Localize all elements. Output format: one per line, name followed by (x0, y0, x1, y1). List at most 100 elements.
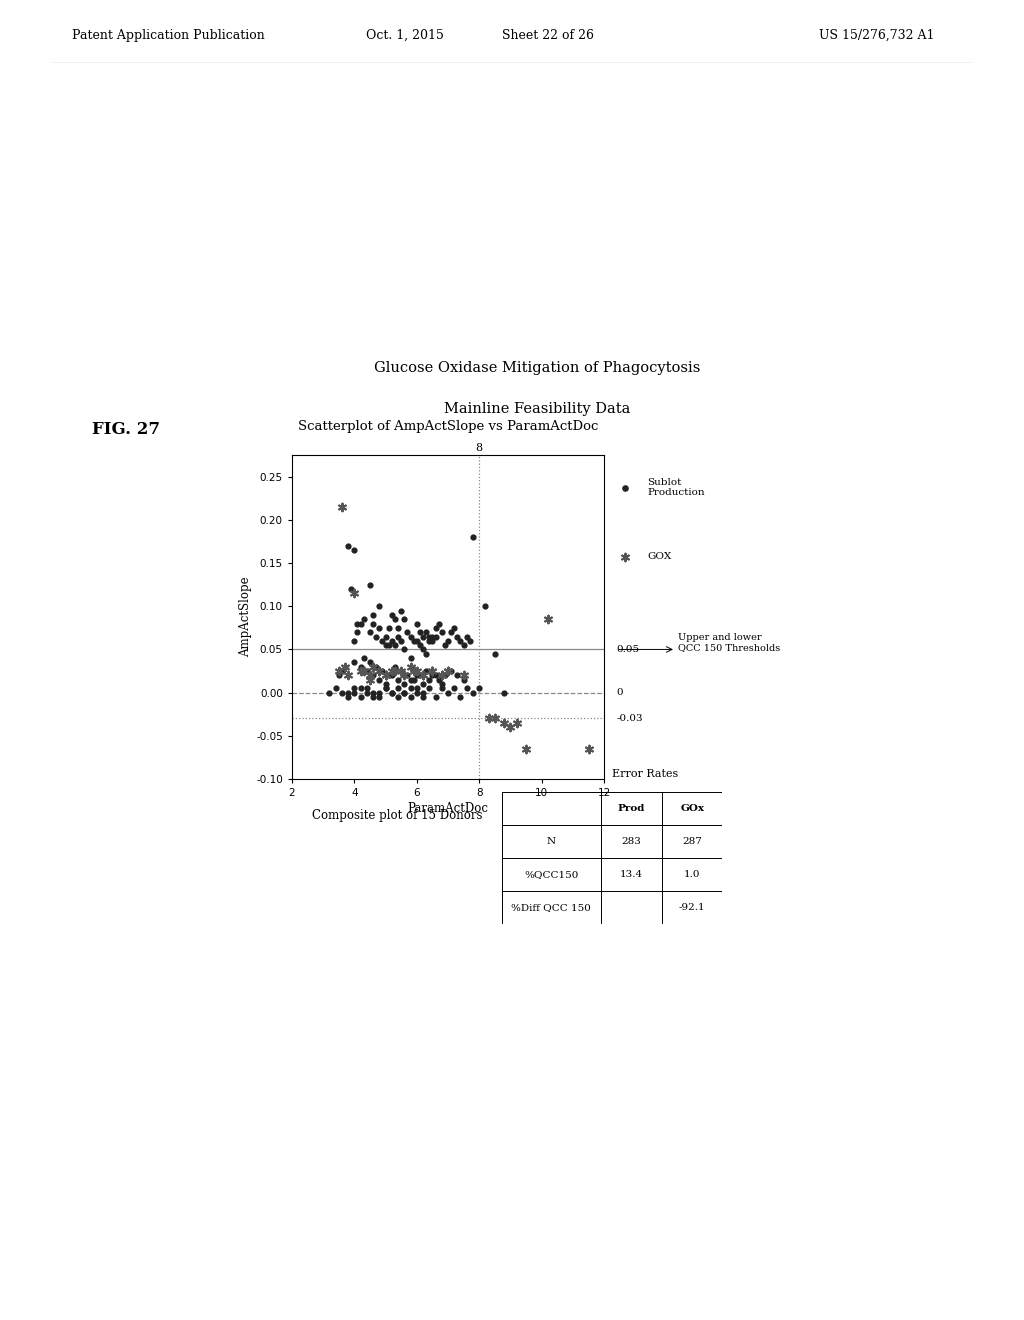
Point (352, 677, 369, 698)
Point (358, 660, 375, 681)
Text: FIG. 27: FIG. 27 (92, 421, 160, 437)
Point (424, 660, 440, 681)
Point (402, 648, 419, 669)
Title: Scatterplot of AmpActSlope vs ParamActDoc: Scatterplot of AmpActSlope vs ParamActDo… (298, 420, 598, 433)
Text: Mainline Feasibility Data: Mainline Feasibility Data (444, 403, 631, 417)
Text: GOx: GOx (680, 804, 705, 813)
Point (393, 630, 410, 651)
Point (381, 635, 397, 656)
Point (384, 630, 400, 651)
Point (465, 527, 481, 548)
Point (328, 677, 344, 698)
Point (418, 660, 434, 681)
Point (450, 626, 466, 647)
Point (361, 652, 378, 673)
Point (352, 686, 369, 708)
Point (540, 609, 556, 630)
Point (365, 686, 381, 708)
Text: 0: 0 (616, 688, 623, 697)
Point (368, 656, 384, 677)
Text: 13.4: 13.4 (621, 870, 643, 879)
Point (409, 660, 425, 681)
Text: GOX: GOX (647, 552, 672, 561)
Point (399, 665, 416, 686)
Text: US 15/276,732 A1: US 15/276,732 A1 (819, 29, 935, 42)
Text: -0.03: -0.03 (616, 714, 643, 723)
Point (477, 595, 494, 616)
Point (340, 536, 356, 557)
Point (412, 635, 428, 656)
Text: 0.05: 0.05 (616, 645, 640, 653)
Point (409, 682, 425, 704)
Point (346, 630, 362, 651)
Point (361, 574, 378, 595)
Point (374, 630, 390, 651)
Text: %Diff QCC 150: %Diff QCC 150 (511, 903, 591, 912)
Point (402, 656, 419, 677)
Point (456, 635, 472, 656)
Point (433, 677, 450, 698)
Point (409, 612, 425, 634)
Point (450, 665, 466, 686)
Point (433, 665, 450, 686)
Point (387, 635, 403, 656)
Point (396, 665, 413, 686)
Point (402, 677, 419, 698)
Point (337, 656, 353, 677)
Point (377, 673, 393, 694)
Point (436, 635, 453, 656)
Text: Oct. 1, 2015: Oct. 1, 2015 (366, 29, 443, 42)
Point (361, 669, 378, 690)
Point (402, 626, 419, 647)
Point (427, 618, 443, 639)
Point (365, 605, 381, 626)
Point (343, 578, 359, 599)
Point (430, 612, 446, 634)
Point (443, 622, 460, 643)
Point (340, 686, 356, 708)
Point (390, 686, 407, 708)
Point (412, 665, 428, 686)
Point (433, 665, 450, 686)
Point (446, 618, 463, 639)
Text: 8: 8 (476, 442, 482, 453)
Point (509, 713, 525, 734)
Point (418, 622, 434, 643)
Point (446, 677, 463, 698)
Point (424, 660, 440, 681)
Point (355, 660, 372, 681)
Point (462, 630, 478, 651)
Point (381, 618, 397, 639)
Point (518, 738, 535, 759)
Point (337, 656, 353, 677)
Point (433, 622, 450, 643)
Point (352, 656, 369, 677)
Point (361, 665, 378, 686)
Point (322, 682, 338, 704)
Point (387, 660, 403, 681)
Point (415, 673, 431, 694)
Point (486, 643, 503, 664)
Y-axis label: AmpActSlope: AmpActSlope (239, 577, 252, 657)
Point (340, 682, 356, 704)
Point (453, 630, 469, 651)
Point (377, 635, 393, 656)
Point (440, 682, 457, 704)
Point (393, 660, 410, 681)
Point (433, 673, 450, 694)
Point (456, 669, 472, 690)
Point (421, 626, 437, 647)
Point (436, 665, 453, 686)
Point (409, 630, 425, 651)
Point (496, 682, 512, 704)
Point (390, 669, 407, 690)
Point (387, 656, 403, 677)
Point (427, 626, 443, 647)
Text: Prod: Prod (617, 804, 645, 813)
Point (409, 677, 425, 698)
Point (377, 665, 393, 686)
Point (415, 682, 431, 704)
Point (415, 626, 431, 647)
Point (374, 660, 390, 681)
Text: %QCC150: %QCC150 (524, 870, 579, 879)
